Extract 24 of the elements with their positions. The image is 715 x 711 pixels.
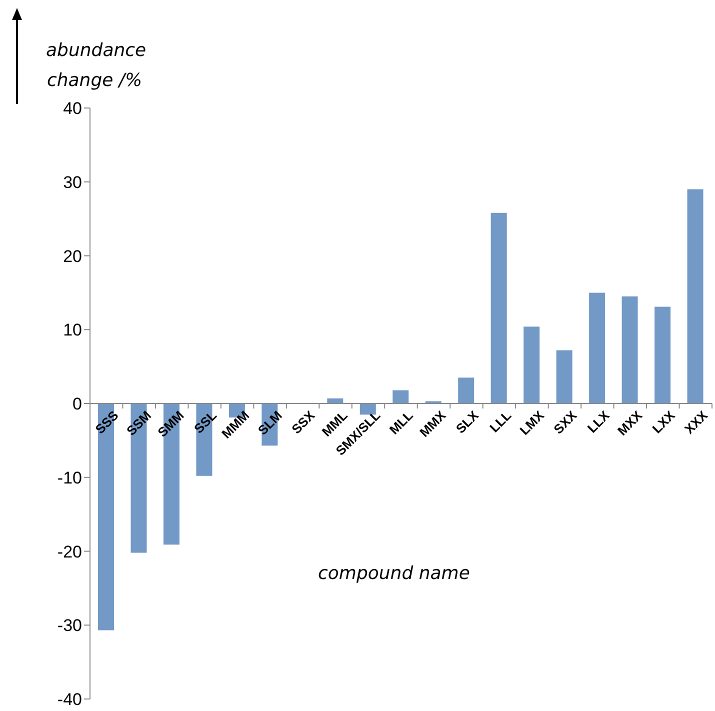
x-tick-label: MLL: [386, 408, 416, 438]
y-axis-title: abundance change /%: [46, 39, 146, 93]
bar: [654, 306, 671, 404]
bar: [622, 296, 638, 404]
y-tick-label: 30: [63, 172, 82, 192]
bar: [589, 292, 606, 404]
bar: [687, 189, 704, 404]
y-tick-label: -40: [57, 690, 82, 710]
y-tick-label: -30: [57, 616, 82, 636]
bar: [392, 390, 409, 404]
x-tick-label: LLL: [486, 408, 514, 436]
x-axis-title: compound name: [318, 563, 470, 584]
y-tick-label: 20: [63, 246, 82, 266]
y-tick-label: -10: [57, 468, 82, 488]
y-tick-label: 10: [63, 320, 82, 340]
y-tick-label: 40: [63, 99, 82, 118]
x-tick-label: SSL: [190, 408, 220, 436]
y-tick-label: -20: [57, 542, 82, 562]
y-tick-label: 0: [72, 394, 82, 414]
bar: [458, 378, 474, 404]
bar: [360, 404, 376, 415]
bar: [556, 350, 572, 404]
bar: [490, 212, 507, 404]
bar: [524, 326, 540, 404]
